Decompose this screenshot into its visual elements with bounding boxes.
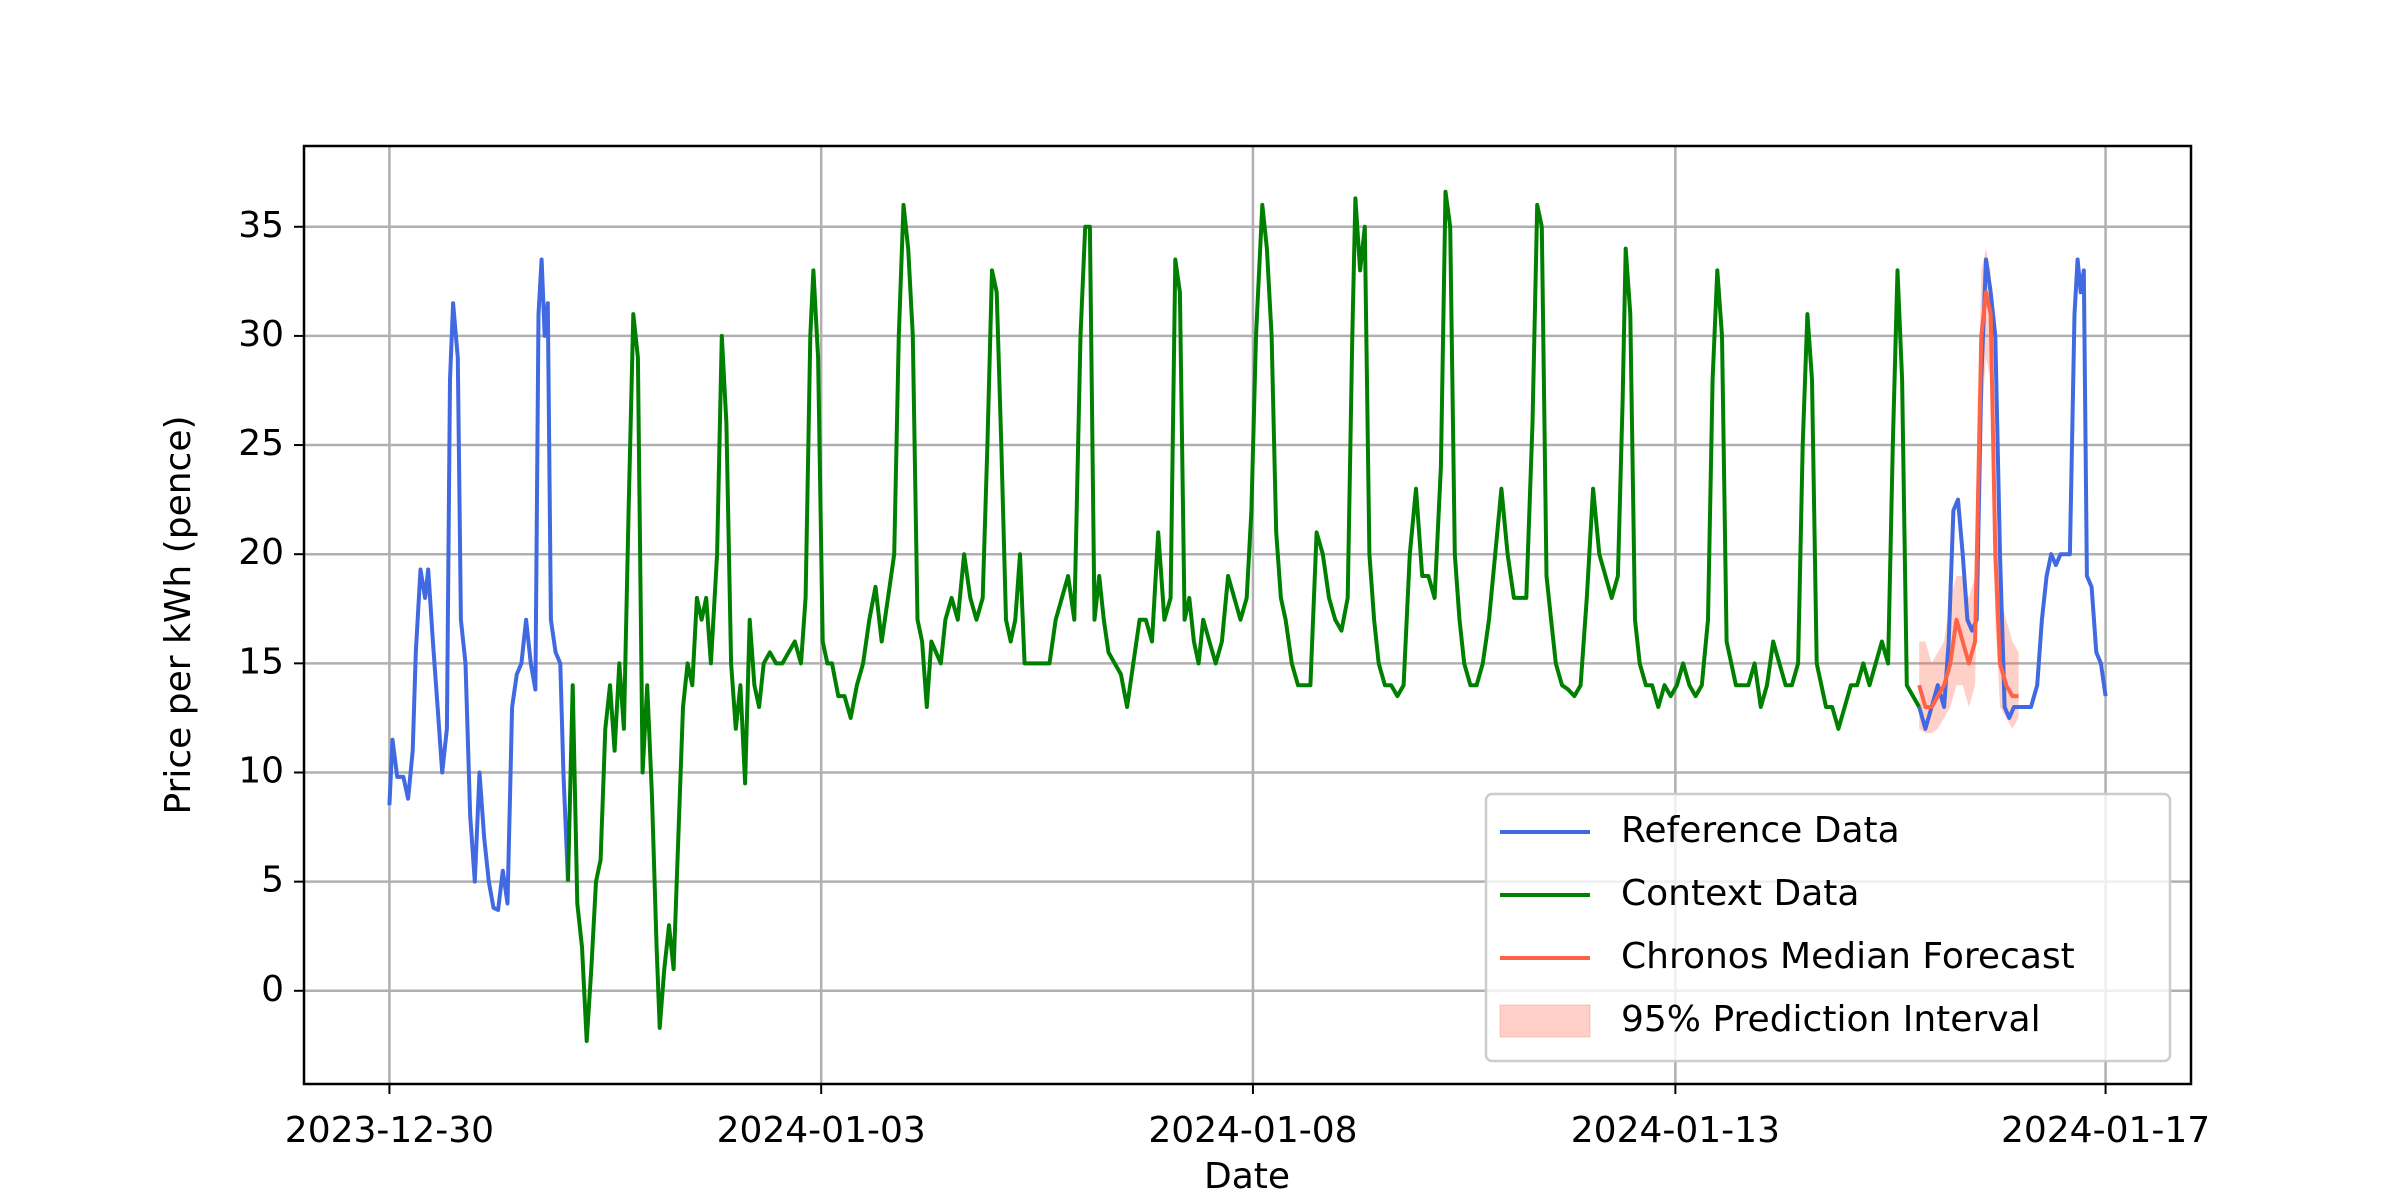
series-line xyxy=(566,189,1921,1043)
x-axis-label: Date xyxy=(1204,1156,1290,1197)
series-line xyxy=(387,257,2108,912)
x-tick-label: 2024-01-03 xyxy=(717,1110,926,1151)
x-tick-label: 2024-01-08 xyxy=(1148,1110,1357,1151)
y-tick-label: 20 xyxy=(238,532,284,573)
plot-frame xyxy=(302,144,2193,1086)
prediction-interval xyxy=(1919,248,2019,734)
y-tick-label: 15 xyxy=(238,641,284,682)
y-tick-label: 5 xyxy=(261,860,284,901)
x-tick-label: 2023-12-30 xyxy=(285,1110,494,1151)
legend-label: 95% Prediction Interval xyxy=(1621,999,2041,1040)
y-tick-label: 0 xyxy=(261,969,284,1010)
legend-label: Context Data xyxy=(1621,873,1859,914)
y-tick-label: 30 xyxy=(238,314,284,355)
y-axis-label: Price per kWh (pence) xyxy=(158,415,199,814)
y-tick-label: 25 xyxy=(238,423,284,464)
x-tick-label: 2024-01-13 xyxy=(1571,1110,1780,1151)
legend-label: Reference Data xyxy=(1621,810,1900,851)
y-tick-label: 10 xyxy=(238,750,284,791)
legend-swatch xyxy=(1499,1004,1591,1038)
series-line xyxy=(1917,290,2019,709)
legend-label: Chronos Median Forecast xyxy=(1621,936,2075,977)
y-tick-label: 35 xyxy=(238,205,284,246)
x-tick-label: 2024-01-17 xyxy=(2001,1110,2210,1151)
legend-box xyxy=(1484,792,2172,1063)
